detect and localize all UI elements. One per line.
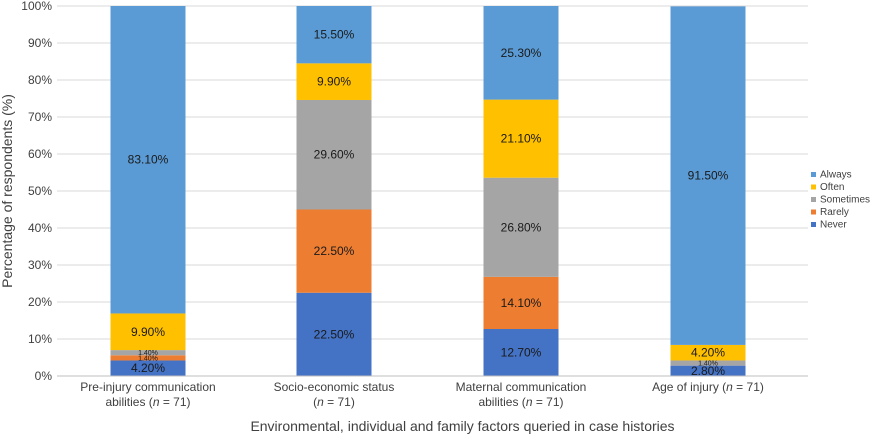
y-tick-label: 0% — [35, 369, 53, 383]
x-axis-title: Environmental, individual and family fac… — [250, 418, 674, 434]
data-label: 12.70% — [501, 346, 542, 360]
y-axis-ticks: 0% 10% 20% 30% 40% 50% 60% 70% 80% 90% 100% — [21, 0, 52, 383]
y-tick-label: 80% — [28, 73, 52, 87]
bar-segment-rarely — [110, 355, 186, 361]
y-tick-label: 60% — [28, 147, 52, 161]
legend-label-never: Never — [820, 220, 847, 231]
y-axis-title: Percentage of respondents (%) — [0, 94, 15, 288]
y-tick-label: 30% — [28, 258, 52, 272]
bars — [110, 6, 746, 376]
bar-segment-always — [296, 6, 372, 64]
data-label: 29.60% — [314, 148, 355, 162]
data-label: 2.80% — [691, 364, 725, 378]
x-category-label: Socio-economic status — [274, 380, 395, 394]
data-label: 1.40% — [138, 355, 158, 362]
bar-segment-never — [296, 292, 372, 376]
legend-label-sometimes: Sometimes — [820, 195, 870, 206]
bar-segment-sometimes — [483, 177, 559, 277]
bar-segment-rarely — [483, 276, 559, 330]
bar-segment-never — [670, 365, 746, 376]
legend-swatch-rarely — [811, 209, 816, 215]
bar-segment-often — [296, 63, 372, 100]
data-label: 15.50% — [314, 28, 355, 42]
y-tick-label: 50% — [28, 184, 52, 198]
bar-segment-rarely — [296, 209, 372, 293]
data-label: 21.10% — [501, 132, 542, 146]
y-tick-label: 40% — [28, 221, 52, 235]
x-category-label: Pre-injury communication — [80, 380, 215, 394]
y-tick-label: 10% — [28, 332, 52, 346]
y-tick-label: 100% — [21, 0, 52, 13]
legend-label-always: Always — [820, 170, 852, 181]
legend-swatch-often — [811, 184, 816, 190]
data-label: 9.90% — [317, 75, 351, 89]
data-label: 4.20% — [131, 361, 165, 375]
data-label: 22.50% — [314, 244, 355, 258]
data-label: 1.40% — [698, 361, 718, 368]
legend-label-often: Often — [820, 182, 844, 193]
bar-segment-sometimes — [296, 99, 372, 210]
data-labels: 4.20%1.40%1.40%9.90%83.10%22.50%22.50%29… — [128, 28, 729, 378]
data-label: 25.30% — [501, 46, 542, 60]
legend-label-rarely: Rarely — [820, 207, 849, 218]
y-tick-label: 90% — [28, 36, 52, 50]
data-label: 26.80% — [501, 220, 542, 234]
bar-segment-often — [483, 99, 559, 178]
data-label: 22.50% — [314, 327, 355, 341]
x-category-label: abilities (n = 71) — [105, 395, 190, 409]
bar-segment-often — [110, 313, 186, 351]
bar-segment-never — [483, 329, 559, 376]
legend-swatch-sometimes — [811, 197, 816, 202]
y-tick-label: 20% — [28, 295, 52, 309]
bar-segment-sometimes — [670, 360, 746, 366]
x-category-label: abilities (n = 71) — [478, 395, 563, 409]
x-category-label: Age of injury (n = 71) — [652, 380, 764, 394]
data-label: 83.10% — [128, 153, 169, 167]
data-label: 91.50% — [688, 169, 729, 183]
data-label: 14.10% — [501, 296, 542, 310]
bar-segment-sometimes — [110, 350, 186, 356]
legend-swatch-always — [811, 172, 816, 177]
data-label: 1.40% — [138, 350, 158, 357]
bar-segment-often — [670, 344, 746, 361]
x-category-label: Maternal communication — [456, 380, 587, 394]
legend-swatch-never — [811, 222, 816, 227]
data-label: 9.90% — [131, 325, 165, 339]
bar-segment-always — [110, 6, 186, 314]
bar-segment-never — [110, 360, 186, 376]
bar-segment-always — [670, 6, 746, 345]
x-category-label: (n = 71) — [313, 395, 355, 409]
data-label: 4.20% — [691, 346, 725, 360]
bar-segment-always — [483, 6, 559, 100]
y-tick-label: 70% — [28, 110, 52, 124]
